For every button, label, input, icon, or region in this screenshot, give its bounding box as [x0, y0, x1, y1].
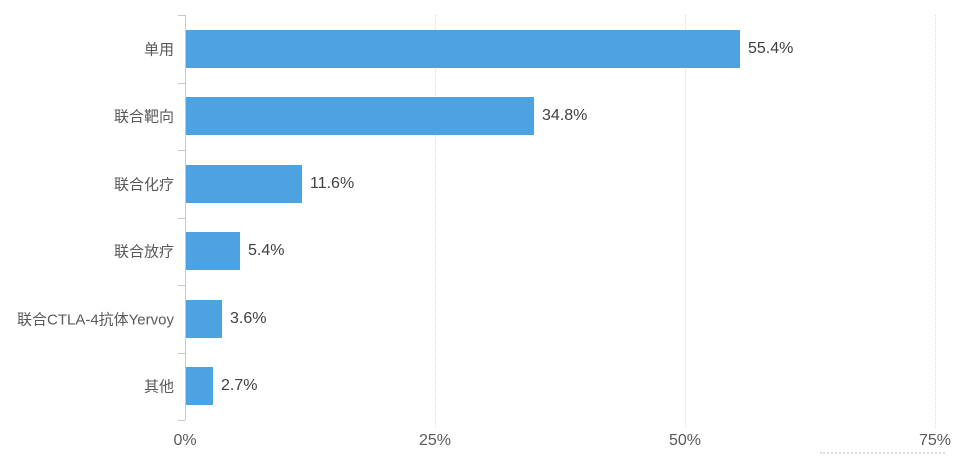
- value-label: 5.4%: [248, 242, 285, 260]
- bar: [186, 164, 302, 203]
- bar: [186, 299, 222, 338]
- category-label: 联合CTLA-4抗体Yervoy: [17, 311, 174, 329]
- gridline-25: [435, 15, 436, 428]
- x-tick-label: 50%: [668, 432, 702, 449]
- bar: [186, 232, 240, 271]
- category-label: 单用: [143, 41, 174, 59]
- bar-row: 其他 2.7%: [144, 353, 965, 421]
- bottom-edge-line: [820, 452, 945, 454]
- category-label: 其他: [143, 378, 174, 396]
- x-tick-label: 75%: [918, 432, 952, 449]
- bar-row: 联合化疗 11.6%: [114, 150, 965, 218]
- plot-area: 单用 55.4% 联合靶向 34.8% 联合化疗 11.6% 联合放疗 5.4% 联合CTLA-…: [17, 15, 965, 449]
- y-axis-tick: [178, 285, 185, 286]
- bar: [186, 29, 740, 68]
- y-axis-tick: [178, 150, 185, 151]
- x-tick-label: 0%: [173, 432, 197, 449]
- value-label: 3.6%: [230, 309, 267, 327]
- x-tick-label: 25%: [418, 432, 452, 449]
- category-label: 联合靶向: [113, 108, 174, 126]
- bar-row: 联合CTLA-4抗体Yervoy 3.6%: [17, 285, 965, 353]
- category-label: 联合化疗: [113, 176, 174, 194]
- bar: [186, 367, 213, 406]
- value-label: 2.7%: [221, 377, 258, 395]
- category-label: 联合放疗: [113, 243, 174, 261]
- value-label: 11.6%: [310, 174, 355, 192]
- bar-row: 单用 55.4%: [144, 15, 965, 83]
- value-label: 34.8%: [542, 107, 588, 125]
- bar: [186, 97, 534, 136]
- bar-row: 联合靶向 34.8%: [114, 83, 965, 151]
- y-axis-tick: [178, 352, 185, 354]
- bar-row: 联合放疗 5.4%: [114, 218, 965, 286]
- y-axis-tick: [178, 217, 185, 219]
- value-label: 55.4%: [748, 39, 794, 57]
- y-axis-tick: [178, 82, 185, 84]
- gridline-75: [935, 15, 936, 428]
- y-axis-line: [185, 15, 186, 420]
- gridline-50: [685, 15, 686, 428]
- y-axis-tick: [178, 420, 185, 421]
- y-axis-tick: [178, 15, 185, 16]
